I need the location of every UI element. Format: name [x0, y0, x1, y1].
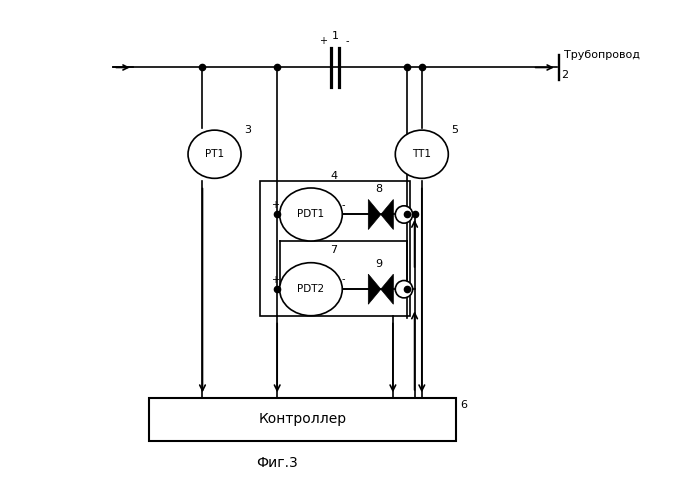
Ellipse shape [280, 188, 343, 241]
Text: 8: 8 [375, 184, 382, 194]
Text: -: - [342, 200, 345, 210]
Text: -: - [345, 36, 349, 46]
Text: PDT1: PDT1 [297, 210, 324, 219]
Polygon shape [368, 274, 381, 304]
Circle shape [396, 281, 412, 298]
Circle shape [396, 206, 412, 223]
Text: +: + [319, 36, 327, 46]
Text: 6: 6 [461, 400, 468, 410]
Polygon shape [381, 274, 394, 304]
Text: 9: 9 [375, 259, 382, 269]
Text: 1: 1 [331, 31, 338, 41]
Polygon shape [368, 200, 381, 229]
Text: -: - [342, 275, 345, 284]
Text: PDT2: PDT2 [297, 284, 324, 294]
Text: +: + [271, 275, 279, 284]
Bar [260, 181, 410, 316]
Text: TT1: TT1 [412, 149, 431, 159]
Bar [150, 398, 456, 441]
Text: Трубопровод: Трубопровод [564, 50, 640, 60]
Text: 5: 5 [452, 125, 459, 135]
Text: PT1: PT1 [205, 149, 224, 159]
Text: +: + [271, 200, 279, 210]
Text: 3: 3 [245, 125, 252, 135]
Text: 4: 4 [330, 171, 338, 181]
Text: Фиг.3: Фиг.3 [257, 456, 298, 470]
Text: 7: 7 [330, 245, 338, 255]
Text: 2: 2 [561, 70, 569, 80]
Ellipse shape [280, 263, 343, 316]
Text: Контроллер: Контроллер [259, 412, 347, 427]
Ellipse shape [396, 130, 448, 178]
Polygon shape [381, 200, 394, 229]
Ellipse shape [188, 130, 241, 178]
